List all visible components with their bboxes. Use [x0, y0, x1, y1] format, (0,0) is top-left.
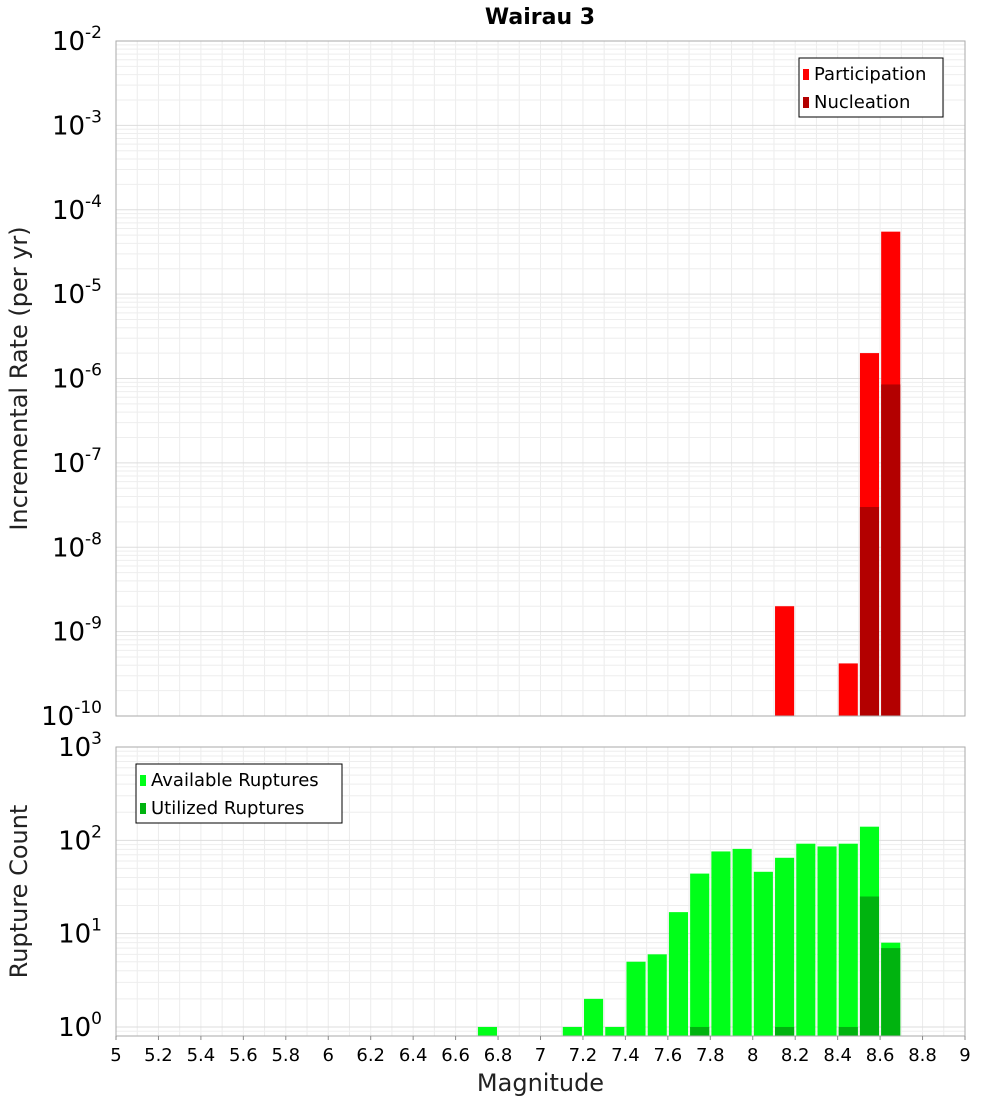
counts-bar-s2 [690, 1026, 710, 1036]
rates-y-tick-label: 10-10 [41, 698, 102, 732]
counts-bar-s1 [796, 843, 816, 1036]
rates-legend-label: Nucleation [814, 92, 910, 113]
counts-bar-s1 [562, 1026, 582, 1036]
counts-bar-s1 [626, 961, 646, 1036]
counts-x-tick-label: 8.2 [781, 1045, 810, 1066]
counts-x-tick-label: 5 [110, 1045, 121, 1066]
counts-bar-s1 [817, 846, 837, 1036]
counts-x-tick-label: 9 [959, 1045, 970, 1066]
counts-bar-s2 [775, 1026, 795, 1036]
counts-bar-s2 [859, 896, 880, 1036]
counts-x-tick-label: 5.6 [229, 1045, 258, 1066]
counts-x-tick-label: 7.8 [696, 1045, 725, 1066]
counts-y-tick-label: 102 [58, 822, 102, 856]
counts-x-tick-label: 6.2 [356, 1045, 385, 1066]
counts-legend-box [135, 763, 343, 824]
rates-legend-swatch [803, 69, 809, 80]
counts-x-tick-label: 7.6 [654, 1045, 683, 1066]
rates-y-tick-label: 10-6 [52, 361, 102, 395]
rates-frame [115, 40, 966, 717]
counts-x-tick-label: 7.4 [611, 1045, 640, 1066]
rates-y-tick-label: 10-3 [52, 107, 102, 141]
counts-x-tick-label: 8.6 [866, 1045, 895, 1066]
rates-bar-s1 [838, 663, 858, 716]
rates-legend-swatch [803, 97, 809, 108]
counts-bar-s1 [711, 851, 731, 1036]
rates-bar-s1 [775, 606, 795, 716]
counts-x-tick-label: 8.8 [908, 1045, 937, 1066]
counts-x-tick-label: 7.2 [569, 1045, 598, 1066]
counts-bar-s1 [668, 912, 689, 1036]
counts-bar-s2 [838, 1026, 858, 1036]
counts-x-tick-label: 5.4 [187, 1045, 216, 1066]
rates-y-tick-label: 10-7 [52, 445, 102, 479]
counts-x-tick-label: 5.2 [144, 1045, 173, 1066]
counts-legend-label: Utilized Ruptures [151, 798, 304, 819]
counts-x-tick-label: 6.8 [484, 1045, 513, 1066]
counts-y-axis-label: Rupture Count [5, 805, 33, 979]
counts-x-tick-label: 5.8 [271, 1045, 300, 1066]
counts-bar-s1 [690, 873, 710, 1036]
counts-y-tick-label: 101 [58, 916, 102, 950]
counts-bar-s1 [775, 857, 795, 1036]
rates-legend-label: Participation [814, 64, 926, 85]
counts-bar-s1 [838, 843, 858, 1036]
counts-y-tick-label: 100 [58, 1009, 102, 1043]
counts-bar-s1 [605, 1026, 625, 1036]
rates-y-tick-label: 10-5 [52, 276, 102, 310]
rates-y-tick-label: 10-2 [52, 23, 102, 57]
rates-y-axis-label: Incremental Rate (per yr) [5, 226, 33, 530]
counts-bar-s1 [753, 871, 773, 1036]
chart-title: Wairau 3 [485, 5, 595, 30]
counts-legend-swatch [140, 803, 146, 814]
counts-legend-swatch [140, 775, 146, 786]
counts-y-tick-label: 103 [58, 729, 102, 763]
counts-legend-label: Available Ruptures [151, 770, 319, 791]
counts-x-tick-label: 7 [535, 1045, 546, 1066]
counts-x-tick-label: 8.4 [823, 1045, 852, 1066]
counts-x-tick-label: 6.6 [441, 1045, 470, 1066]
counts-bar-s1 [477, 1026, 497, 1036]
rates-y-tick-label: 10-4 [52, 192, 102, 226]
rates-bar-s2 [881, 384, 901, 716]
counts-x-tick-label: 6 [323, 1045, 334, 1066]
counts-x-tick-label: 6.4 [399, 1045, 428, 1066]
rates-y-tick-label: 10-9 [52, 614, 102, 648]
counts-bar-s1 [732, 848, 752, 1036]
counts-x-axis-label: Magnitude [477, 1069, 604, 1097]
rates-y-tick-label: 10-8 [52, 529, 102, 563]
counts-bar-s1 [647, 954, 667, 1036]
rates-legend-box [798, 57, 944, 118]
counts-bar-s1 [584, 998, 604, 1036]
rates-bar-s2 [859, 506, 880, 716]
counts-bar-s2 [881, 948, 901, 1036]
counts-x-tick-label: 8 [747, 1045, 758, 1066]
